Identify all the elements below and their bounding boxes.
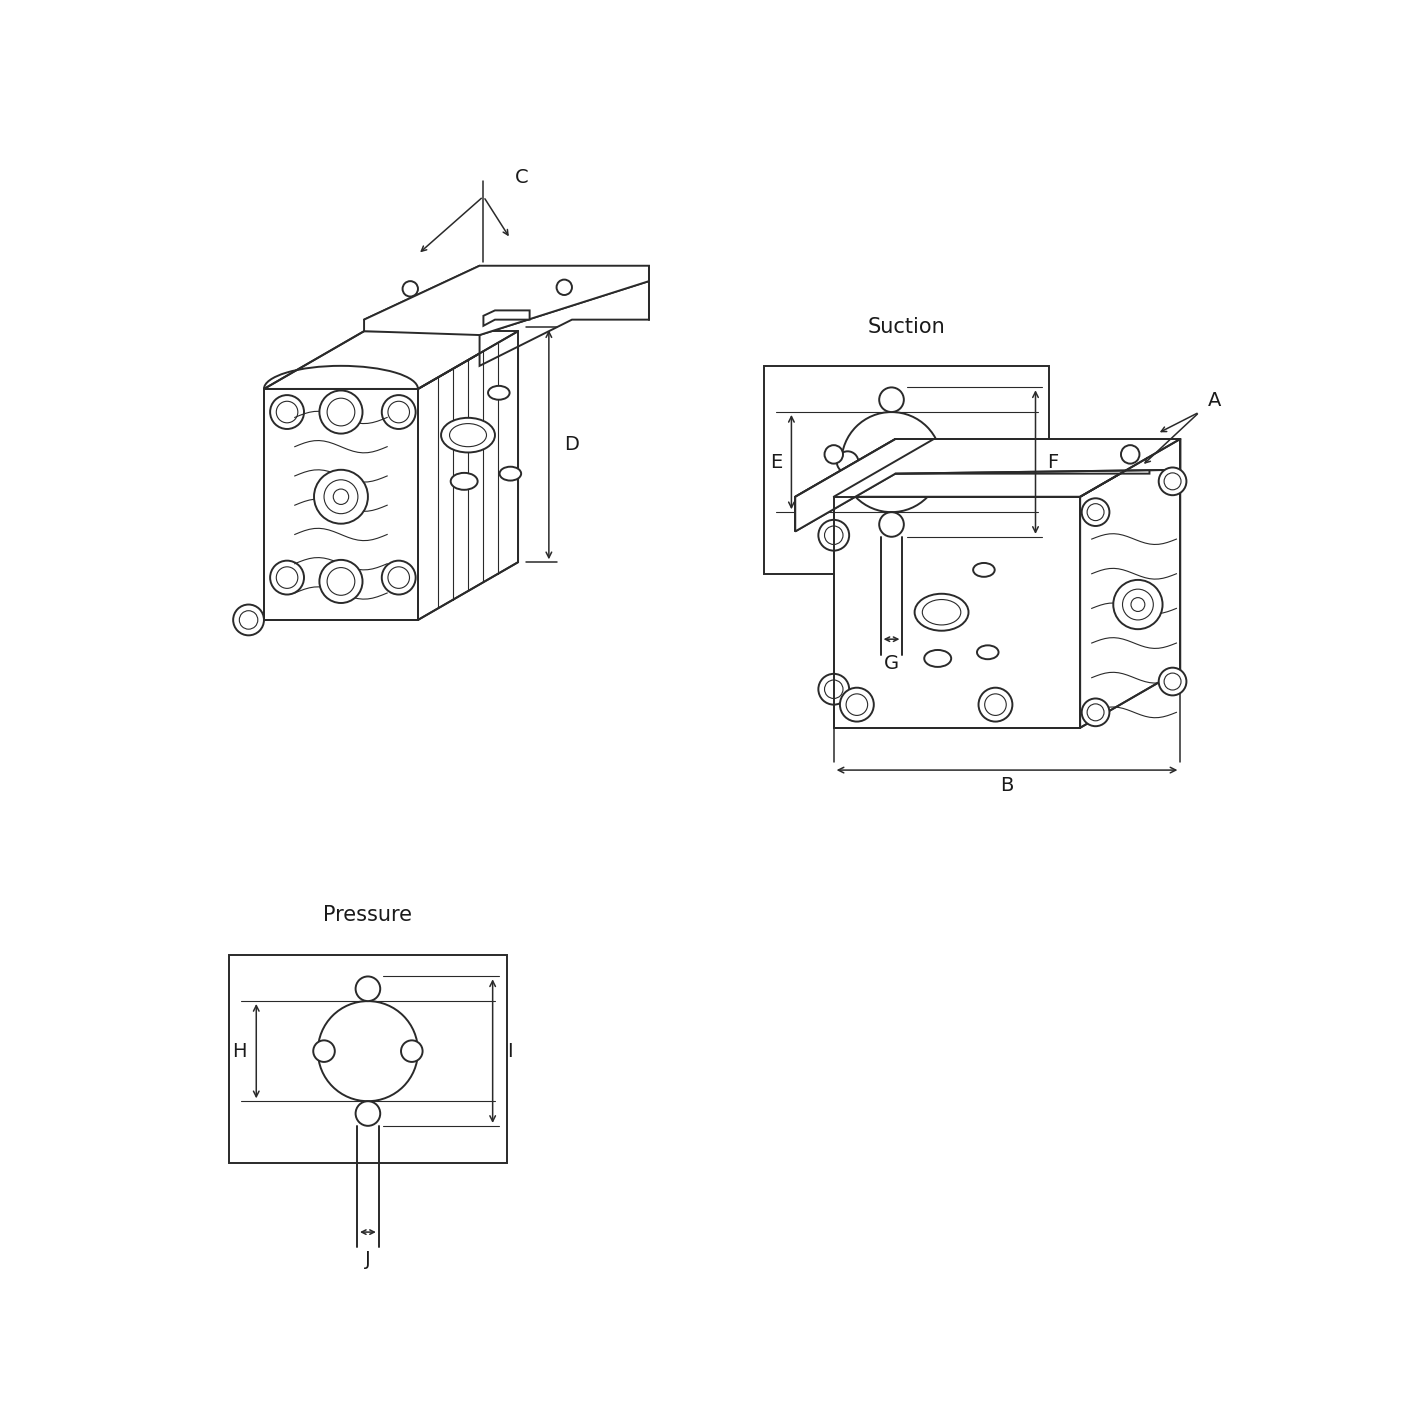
Text: B: B — [1000, 776, 1014, 794]
Circle shape — [824, 446, 844, 464]
Circle shape — [818, 520, 849, 551]
Ellipse shape — [451, 472, 478, 489]
Polygon shape — [264, 332, 517, 389]
Circle shape — [318, 1001, 418, 1101]
Bar — [765, 366, 1049, 574]
Circle shape — [818, 673, 849, 704]
Polygon shape — [1080, 439, 1180, 728]
Circle shape — [382, 395, 416, 429]
Circle shape — [314, 1040, 335, 1062]
Text: F: F — [1047, 453, 1059, 471]
Ellipse shape — [973, 562, 994, 576]
Ellipse shape — [441, 418, 495, 453]
Circle shape — [879, 388, 904, 412]
Circle shape — [1081, 699, 1109, 727]
Text: C: C — [515, 167, 529, 187]
Text: E: E — [770, 453, 782, 471]
Circle shape — [841, 412, 942, 512]
Text: I: I — [506, 1042, 512, 1060]
Circle shape — [1081, 498, 1109, 526]
Circle shape — [356, 976, 380, 1001]
Bar — [229, 955, 506, 1163]
Circle shape — [314, 470, 368, 523]
Ellipse shape — [977, 645, 998, 659]
Circle shape — [557, 280, 572, 295]
Polygon shape — [479, 281, 650, 366]
Text: Suction: Suction — [868, 318, 946, 337]
Text: J: J — [366, 1250, 371, 1268]
Circle shape — [1159, 668, 1187, 696]
Circle shape — [837, 451, 859, 472]
Polygon shape — [834, 496, 1080, 728]
Polygon shape — [834, 439, 1180, 496]
Circle shape — [233, 605, 264, 636]
Ellipse shape — [499, 467, 522, 481]
Circle shape — [1159, 467, 1187, 495]
Text: D: D — [565, 434, 579, 454]
Text: A: A — [1208, 391, 1222, 411]
Circle shape — [319, 391, 363, 433]
Circle shape — [879, 512, 904, 537]
Polygon shape — [364, 266, 650, 335]
Polygon shape — [484, 311, 530, 326]
Polygon shape — [796, 439, 1150, 531]
Polygon shape — [418, 332, 517, 620]
Ellipse shape — [924, 650, 952, 666]
Circle shape — [1114, 579, 1163, 628]
Text: Pressure: Pressure — [323, 905, 412, 925]
Circle shape — [979, 688, 1012, 721]
Circle shape — [382, 561, 416, 595]
Circle shape — [270, 395, 304, 429]
Circle shape — [839, 688, 873, 721]
Polygon shape — [796, 439, 1180, 531]
Circle shape — [356, 1101, 380, 1126]
Text: G: G — [884, 654, 898, 673]
Circle shape — [270, 561, 304, 595]
Circle shape — [319, 560, 363, 603]
Circle shape — [402, 281, 418, 297]
Ellipse shape — [915, 593, 969, 631]
Circle shape — [401, 1040, 423, 1062]
Ellipse shape — [488, 385, 509, 399]
Text: H: H — [232, 1042, 246, 1060]
Circle shape — [925, 451, 946, 472]
Circle shape — [1121, 446, 1139, 464]
Polygon shape — [264, 389, 418, 620]
